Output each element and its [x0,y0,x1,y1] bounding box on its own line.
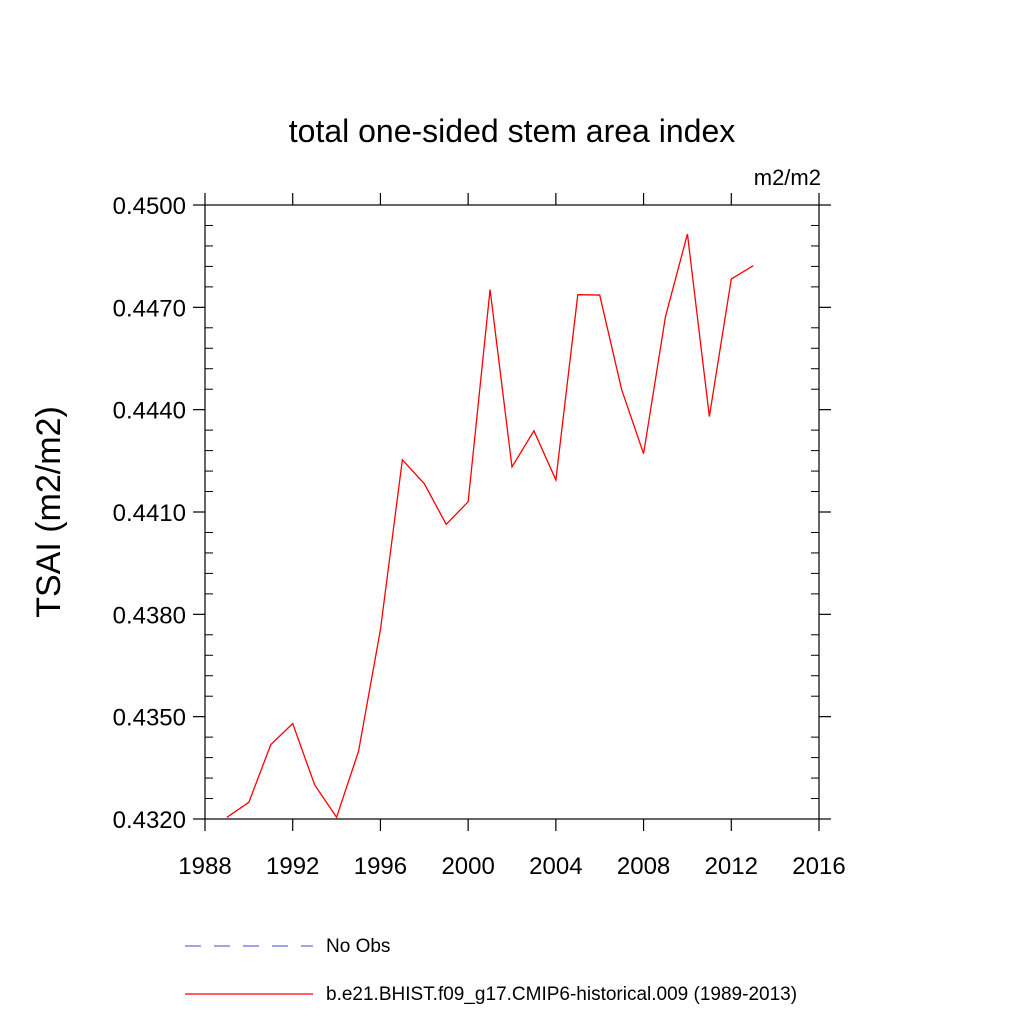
axis-ticks [193,193,831,831]
legend-label: b.e21.BHIST.f09_g17.CMIP6-historical.009… [326,984,797,1005]
y-axis-label: TSAI (m2/m2) [30,406,68,618]
x-tick-label: 2004 [529,853,582,880]
plot-frame [204,204,820,820]
y-tick-label: 0.4380 [113,602,186,629]
x-tick-label: 1992 [266,853,319,880]
x-tick-label: 2016 [792,853,845,880]
chart-title: total one-sided stem area index [289,113,735,149]
series-line [226,233,754,819]
y-tick-label: 0.4440 [113,398,186,425]
units-label: m2/m2 [754,165,821,190]
y-tick-label: 0.4500 [113,193,186,220]
y-tick-label: 0.4320 [113,807,186,834]
x-tick-label: 2012 [705,853,758,880]
legend-label: No Obs [326,936,390,957]
y-tick-label: 0.4410 [113,500,186,527]
plot-series [226,233,754,819]
axis-tick-labels: 1988 1992 1996 2000 2004 2008 2012 2016 0.4320 0.… [113,193,846,880]
x-tick-label: 1988 [178,853,231,880]
x-tick-label: 1996 [354,853,407,880]
legend: No Obs b.e21.BHIST.f09_g17.CMIP6-historic… [185,936,797,1005]
y-tick-label: 0.4470 [113,295,186,322]
x-tick-label: 2008 [617,853,670,880]
y-tick-label: 0.4350 [113,705,186,732]
x-tick-label: 2000 [441,853,494,880]
